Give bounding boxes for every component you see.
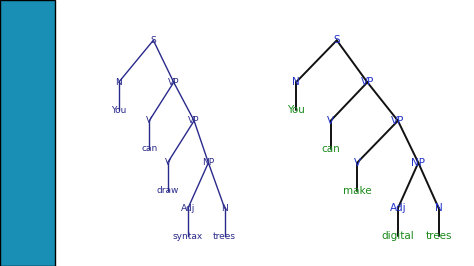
Text: VP: VP — [361, 77, 374, 87]
Text: N: N — [221, 204, 228, 213]
Text: VP: VP — [168, 78, 180, 87]
Text: digital: digital — [382, 231, 414, 241]
Text: VP: VP — [188, 116, 200, 125]
Text: can: can — [141, 144, 157, 153]
Text: draw: draw — [156, 186, 179, 195]
Text: S: S — [334, 35, 340, 45]
Text: make: make — [343, 186, 372, 196]
Text: You: You — [287, 105, 305, 115]
Text: Adj: Adj — [390, 203, 406, 213]
Text: Adj: Adj — [181, 204, 195, 213]
Text: You: You — [111, 106, 127, 115]
Text: trees: trees — [213, 232, 236, 241]
Text: V: V — [146, 116, 152, 125]
Text: N: N — [292, 77, 300, 87]
Text: V: V — [164, 158, 171, 167]
Text: Fingtam Languages: Fingtam Languages — [23, 83, 32, 183]
Text: can: can — [321, 144, 340, 154]
Text: V: V — [354, 158, 361, 168]
Text: trees: trees — [426, 231, 452, 241]
Text: S: S — [150, 36, 156, 45]
Text: V: V — [327, 116, 334, 126]
Text: syntax: syntax — [173, 232, 203, 241]
Text: NP: NP — [411, 158, 425, 168]
Text: N: N — [115, 78, 122, 87]
Text: NP: NP — [202, 158, 214, 167]
Text: N: N — [435, 203, 443, 213]
Text: VP: VP — [391, 116, 405, 126]
